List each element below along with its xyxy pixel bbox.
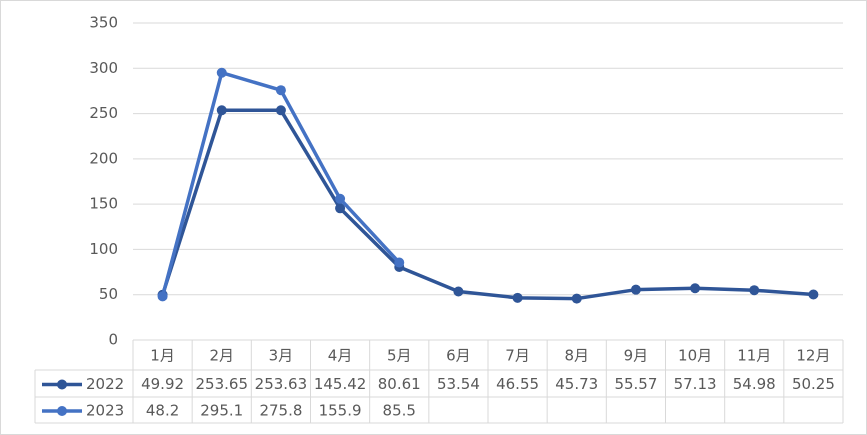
table-value: 155.9 bbox=[319, 402, 362, 420]
y-tick-label: 250 bbox=[89, 104, 118, 122]
point bbox=[808, 289, 819, 300]
point bbox=[690, 283, 701, 294]
table-value: 49.92 bbox=[141, 375, 184, 393]
table-value: 45.73 bbox=[555, 375, 598, 393]
table-value: 85.5 bbox=[383, 402, 416, 420]
table-value: 295.1 bbox=[200, 402, 243, 420]
x-tick-label: 10月 bbox=[678, 347, 712, 365]
table-value: 50.25 bbox=[792, 375, 835, 393]
x-tick-label: 7月 bbox=[505, 347, 530, 365]
table-value: 53.54 bbox=[437, 375, 480, 393]
y-tick-label: 50 bbox=[99, 285, 118, 303]
table-value: 57.13 bbox=[674, 375, 717, 393]
legend-marker bbox=[57, 406, 67, 416]
y-tick-label: 300 bbox=[89, 59, 118, 77]
x-tick-label: 6月 bbox=[446, 347, 471, 365]
table-value: 55.57 bbox=[614, 375, 657, 393]
point bbox=[512, 292, 523, 303]
x-tick-label: 3月 bbox=[269, 347, 294, 365]
x-tick-label: 11月 bbox=[737, 347, 771, 365]
point bbox=[216, 67, 227, 78]
point bbox=[216, 105, 227, 116]
table-value: 145.42 bbox=[314, 375, 367, 393]
x-tick-label: 5月 bbox=[387, 347, 412, 365]
series-line bbox=[160, 108, 814, 301]
table-value: 46.55 bbox=[496, 375, 539, 393]
x-tick-label: 8月 bbox=[564, 347, 589, 365]
table-value: 48.2 bbox=[146, 402, 179, 420]
x-tick-label: 2月 bbox=[209, 347, 234, 365]
y-tick-label: 150 bbox=[89, 195, 118, 213]
table-value: 253.65 bbox=[196, 375, 249, 393]
y-tick-label: 100 bbox=[89, 240, 118, 258]
point bbox=[335, 193, 346, 204]
point bbox=[571, 293, 582, 304]
table-value: 80.61 bbox=[378, 375, 421, 393]
point bbox=[335, 203, 346, 214]
x-tick-label: 12月 bbox=[796, 347, 830, 365]
point bbox=[275, 105, 286, 116]
table-value: 54.98 bbox=[733, 375, 776, 393]
y-tick-label: 0 bbox=[108, 331, 118, 349]
point bbox=[749, 285, 760, 296]
y-tick-label: 200 bbox=[89, 149, 118, 167]
x-tick-label: 9月 bbox=[624, 347, 649, 365]
point bbox=[157, 291, 168, 302]
y-tick-label: 350 bbox=[89, 14, 118, 32]
legend-marker bbox=[57, 379, 67, 390]
x-tick-label: 1月 bbox=[150, 347, 175, 365]
legend-label: 2023 bbox=[86, 402, 124, 420]
point bbox=[453, 286, 464, 297]
legend-label: 2022 bbox=[86, 375, 124, 393]
table-value: 275.8 bbox=[259, 402, 302, 420]
point bbox=[394, 257, 405, 268]
point bbox=[630, 284, 641, 295]
x-tick-label: 4月 bbox=[328, 347, 353, 365]
point bbox=[275, 85, 286, 96]
table-value: 253.63 bbox=[255, 375, 308, 393]
